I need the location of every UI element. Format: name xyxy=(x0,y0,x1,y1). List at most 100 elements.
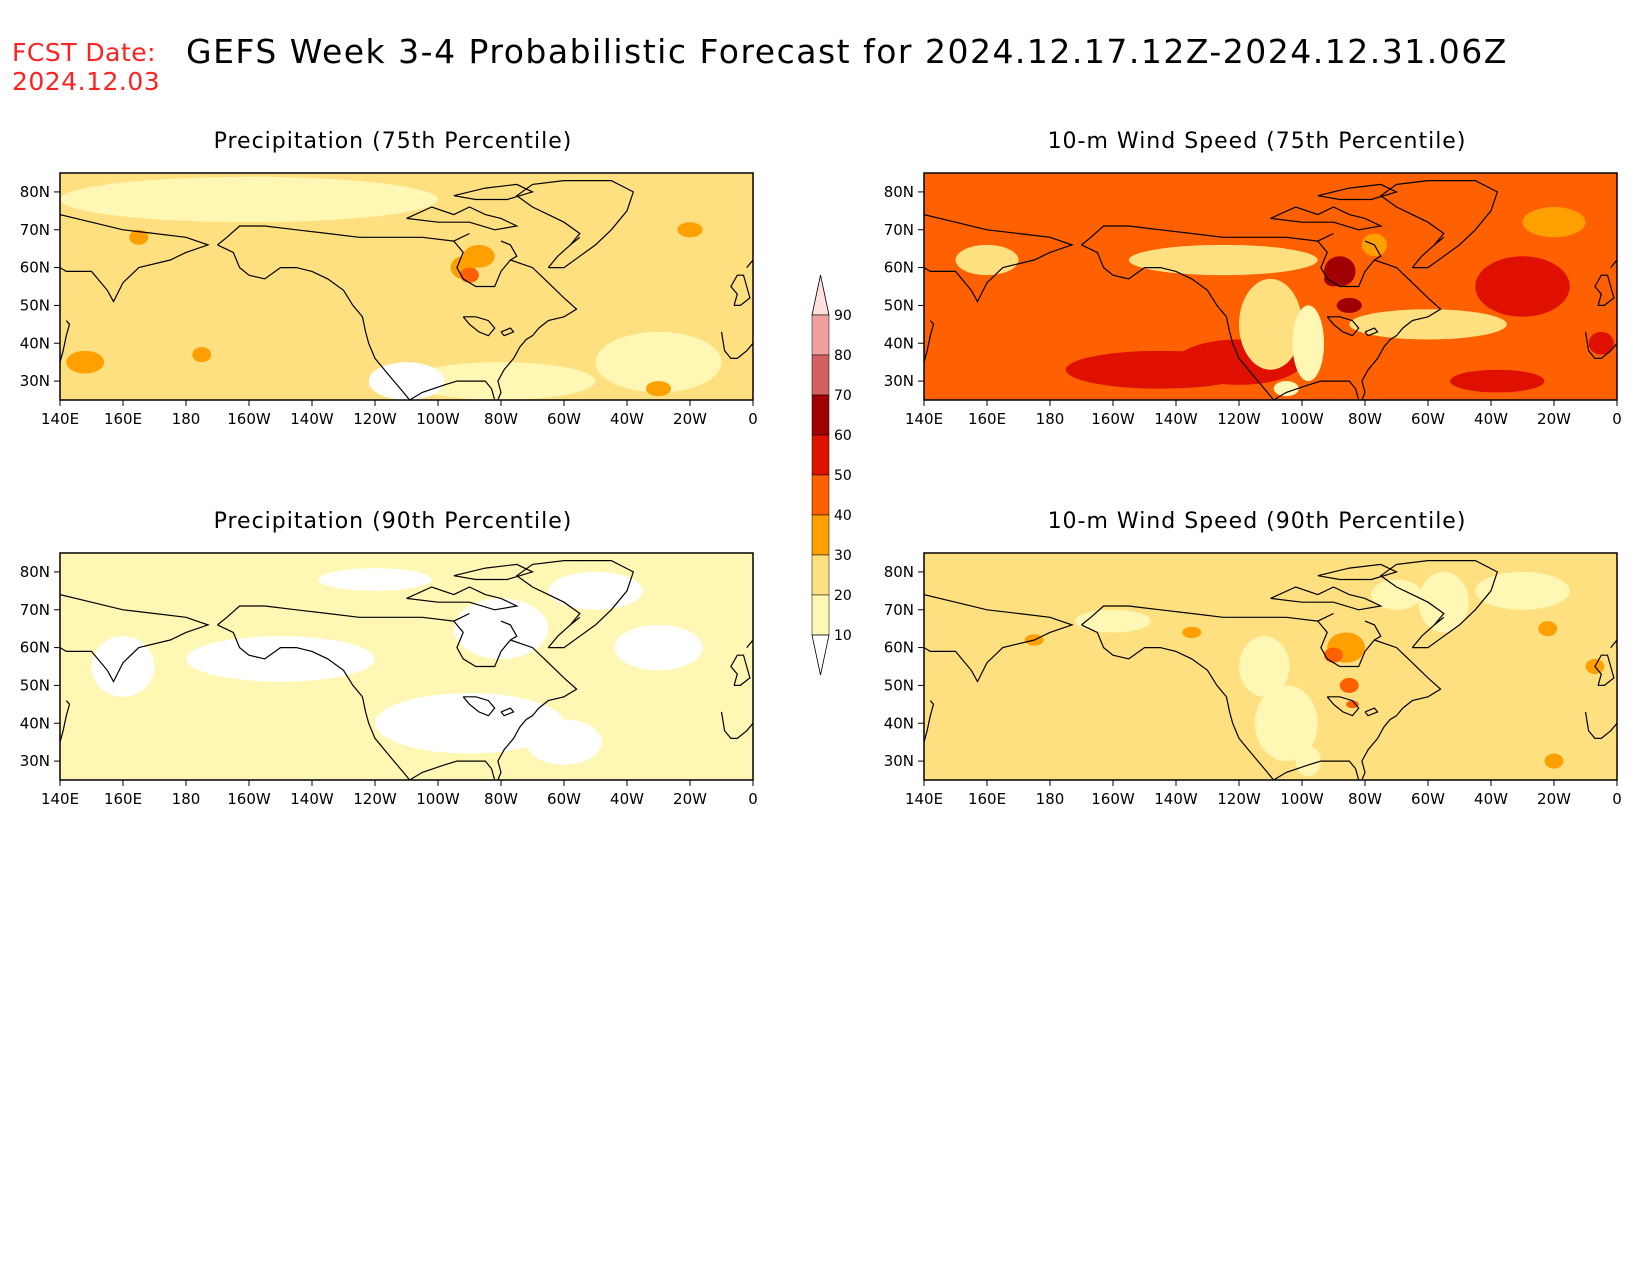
colorbar-swatch xyxy=(811,514,830,556)
lon-tick-label: 40W xyxy=(610,410,644,428)
coastline xyxy=(1273,380,1360,400)
lon-tick-label: 20W xyxy=(1537,790,1571,808)
lon-tick-label: 20W xyxy=(673,790,707,808)
lat-tick-label: 30N xyxy=(20,372,50,390)
probability-region xyxy=(1239,278,1302,370)
coastline xyxy=(569,616,581,626)
coastline xyxy=(60,320,71,363)
probability-region xyxy=(614,624,703,671)
lon-tick-label: 60W xyxy=(1411,410,1445,428)
coastline xyxy=(1326,696,1360,717)
main-title: GEFS Week 3-4 Probabilistic Forecast for… xyxy=(186,32,1508,71)
lon-tick-label: 0 xyxy=(748,410,758,428)
lon-tick-label: 160E xyxy=(968,790,1006,808)
lat-tick-label: 40N xyxy=(20,334,50,352)
coastline xyxy=(1270,586,1383,611)
lon-tick-label: 120W xyxy=(353,790,397,808)
map-frame xyxy=(923,172,1618,401)
lat-tick-label: 80N xyxy=(884,183,914,201)
panel-title-precip75: Precipitation (75th Percentile) xyxy=(213,129,573,154)
coastline xyxy=(1379,560,1499,649)
lat-tick-label: 80N xyxy=(884,563,914,581)
lon-tick-label: 140E xyxy=(905,790,943,808)
lat-tick-label: 40N xyxy=(20,714,50,732)
colorbar-label: 50 xyxy=(834,468,852,484)
lon-tick-label: 160W xyxy=(227,410,271,428)
lon-tick-label: 140W xyxy=(290,790,334,808)
coastline xyxy=(60,214,210,303)
map-frame xyxy=(59,552,754,781)
probability-region xyxy=(66,350,105,374)
lon-tick-label: 0 xyxy=(1612,410,1622,428)
coastline xyxy=(924,700,935,743)
lon-tick-label: 0 xyxy=(748,790,758,808)
lat-tick-label: 80N xyxy=(20,183,50,201)
probability-region xyxy=(1292,305,1325,382)
coastline xyxy=(409,760,496,780)
lon-tick-label: 140E xyxy=(41,410,79,428)
lon-tick-label: 40W xyxy=(1474,790,1508,808)
panel-title-wind75: 10-m Wind Speed (75th Percentile) xyxy=(1047,129,1467,154)
probability-region xyxy=(129,229,149,245)
probability-region xyxy=(1336,297,1362,313)
coastline xyxy=(1081,225,1334,246)
coastline xyxy=(1317,240,1382,288)
coastline xyxy=(500,707,515,717)
coastline xyxy=(1364,707,1379,717)
coastline xyxy=(462,316,496,337)
lat-tick-label: 50N xyxy=(20,296,50,314)
probability-region xyxy=(1346,700,1359,709)
probability-region xyxy=(1339,677,1359,693)
lat-tick-label: 70N xyxy=(884,221,914,239)
probability-region xyxy=(1349,309,1507,340)
coastline xyxy=(1584,331,1617,359)
coastline xyxy=(497,259,578,400)
lon-tick-label: 20W xyxy=(673,410,707,428)
lon-tick-label: 180 xyxy=(172,410,201,428)
lat-tick-label: 60N xyxy=(20,639,50,657)
probability-region xyxy=(526,719,602,765)
colorbar-swatch xyxy=(811,554,830,596)
lon-tick-label: 180 xyxy=(172,790,201,808)
probability-region xyxy=(645,381,672,397)
coastline xyxy=(462,696,496,717)
coastline xyxy=(730,274,751,306)
probability-region xyxy=(1324,647,1343,663)
coastline xyxy=(453,620,518,668)
probability-region xyxy=(1075,609,1151,633)
lon-tick-label: 160W xyxy=(1091,790,1135,808)
coastline xyxy=(924,214,1074,303)
lon-tick-label: 140W xyxy=(1154,790,1198,808)
map-panel-wind75: 140E 160E 180 160W 140W 120W 100W 80W 60W 40W 20W 0… xyxy=(884,172,1622,428)
coastline xyxy=(1584,711,1617,739)
colorbar: 90 80 70 60 50 40 30 20 10 xyxy=(811,274,852,676)
colorbar-arrow-bottom xyxy=(811,634,830,676)
probability-region xyxy=(677,222,703,238)
lon-tick-label: 120W xyxy=(1217,790,1261,808)
lon-tick-label: 80W xyxy=(1348,790,1382,808)
lon-tick-label: 160E xyxy=(104,410,142,428)
probability-region xyxy=(453,598,549,659)
probability-region xyxy=(595,331,722,393)
probability-region xyxy=(955,244,1019,276)
colorbar-swatch xyxy=(811,314,830,356)
lat-tick-label: 70N xyxy=(20,221,50,239)
probability-region xyxy=(1538,621,1558,637)
coastline xyxy=(406,206,519,231)
coastline xyxy=(746,259,753,268)
lon-tick-label: 140E xyxy=(905,410,943,428)
probability-region xyxy=(375,692,564,754)
lon-tick-label: 160W xyxy=(1091,410,1135,428)
coastline xyxy=(720,711,753,739)
lon-tick-label: 160W xyxy=(227,790,271,808)
coastline xyxy=(1361,639,1442,780)
probability-region xyxy=(1295,745,1321,777)
coastline xyxy=(1594,274,1615,306)
colorbar-label: 90 xyxy=(834,308,852,324)
colorbar-label: 80 xyxy=(834,348,852,364)
lat-tick-label: 50N xyxy=(884,676,914,694)
map-panel-precip75: 140E 160E 180 160W 140W 120W 100W 80W 60W 40W 20W 0… xyxy=(20,172,758,428)
lon-tick-label: 140W xyxy=(1154,410,1198,428)
lat-tick-label: 60N xyxy=(20,259,50,277)
probability-region xyxy=(1065,350,1255,389)
